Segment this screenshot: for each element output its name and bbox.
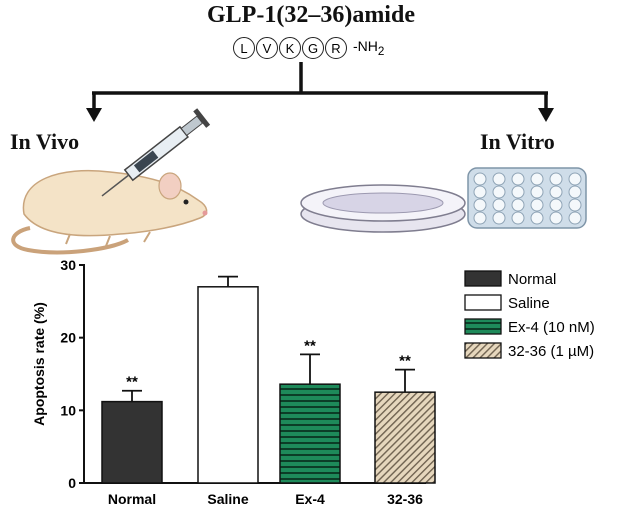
legend-swatch <box>464 342 502 359</box>
c-terminus-subscript: 2 <box>377 44 385 58</box>
well-circle <box>492 172 506 186</box>
well-circle <box>549 211 563 225</box>
well-circle <box>549 185 563 199</box>
well-circle <box>511 185 525 199</box>
illustration-layer <box>11 62 587 255</box>
well-circle <box>530 172 544 186</box>
well-circle <box>511 172 525 186</box>
y-tick-label: 0 <box>68 475 76 491</box>
petri-dish-icon <box>300 184 466 233</box>
figure-title: GLP-1(32–36)amide <box>207 2 415 28</box>
right-arrow-head <box>538 108 554 122</box>
legend-label: Normal <box>508 271 556 288</box>
x-tick-label: Ex-4 <box>295 491 325 507</box>
bar-normal <box>101 400 163 484</box>
residue-circle: L <box>233 37 255 59</box>
significance-label: ** <box>126 374 138 391</box>
left-arrow-head <box>86 108 102 122</box>
x-tick-labels: Normal Saline Ex-4 32-36 <box>108 491 423 507</box>
well-plate-icon <box>467 167 587 229</box>
legend-swatch <box>464 294 502 311</box>
well-circle <box>530 185 544 199</box>
mouse-illustration <box>11 169 208 255</box>
bars-group: ** ** ** <box>101 275 436 484</box>
c-terminus-label: -NH2 <box>353 38 384 58</box>
c-terminus-text: -NH <box>353 38 378 55</box>
legend-label: Saline <box>508 295 550 312</box>
well-circle <box>549 172 563 186</box>
x-tick-label: 32-36 <box>387 491 423 507</box>
x-tick-label: Normal <box>108 491 156 507</box>
branch-arrows <box>92 62 548 112</box>
well-circle <box>511 198 525 212</box>
well-circle <box>568 185 582 199</box>
in-vivo-label: In Vivo <box>10 129 80 154</box>
y-axis-label: Apoptosis rate (%) <box>31 302 47 426</box>
significance-label: ** <box>399 353 411 370</box>
residue-circle: V <box>256 37 278 59</box>
well-circle <box>549 198 563 212</box>
bar-chart: Apoptosis rate (%) 0 10 20 30 ** ** ** Normal… <box>31 257 595 507</box>
significance-label: ** <box>304 337 316 354</box>
well-circle <box>473 185 487 199</box>
residue-circle: G <box>302 37 324 59</box>
y-tick-label: 20 <box>60 330 76 346</box>
legend-swatch <box>464 270 502 287</box>
y-tick-label: 10 <box>60 402 76 418</box>
well-circle <box>530 198 544 212</box>
y-tick-label: 30 <box>60 257 76 273</box>
well-circle <box>492 198 506 212</box>
well-circle <box>473 172 487 186</box>
bar-ex-4 <box>279 383 341 484</box>
well-circle <box>568 198 582 212</box>
bar-32-36 <box>374 391 436 484</box>
well-circle <box>530 211 544 225</box>
well-circle <box>473 211 487 225</box>
legend-swatch <box>464 318 502 335</box>
x-tick-label: Saline <box>207 491 248 507</box>
residue-circle: R <box>325 37 347 59</box>
bar-saline <box>197 286 259 484</box>
syringe-icon <box>101 108 211 197</box>
well-circle <box>492 211 506 225</box>
legend: Normal Saline Ex-4 (10 nM) 32-36 (1 µM) <box>464 270 595 360</box>
peptide-sequence: L V K G R -NH2 <box>233 36 384 60</box>
well-circle <box>473 198 487 212</box>
in-vitro-label: In Vitro <box>480 129 555 154</box>
well-circle <box>492 185 506 199</box>
well-circle <box>511 211 525 225</box>
well-circle <box>568 211 582 225</box>
well-circle <box>568 172 582 186</box>
residue-circle: K <box>279 37 301 59</box>
legend-label: Ex-4 (10 nM) <box>508 319 595 336</box>
legend-label: 32-36 (1 µM) <box>508 343 594 360</box>
